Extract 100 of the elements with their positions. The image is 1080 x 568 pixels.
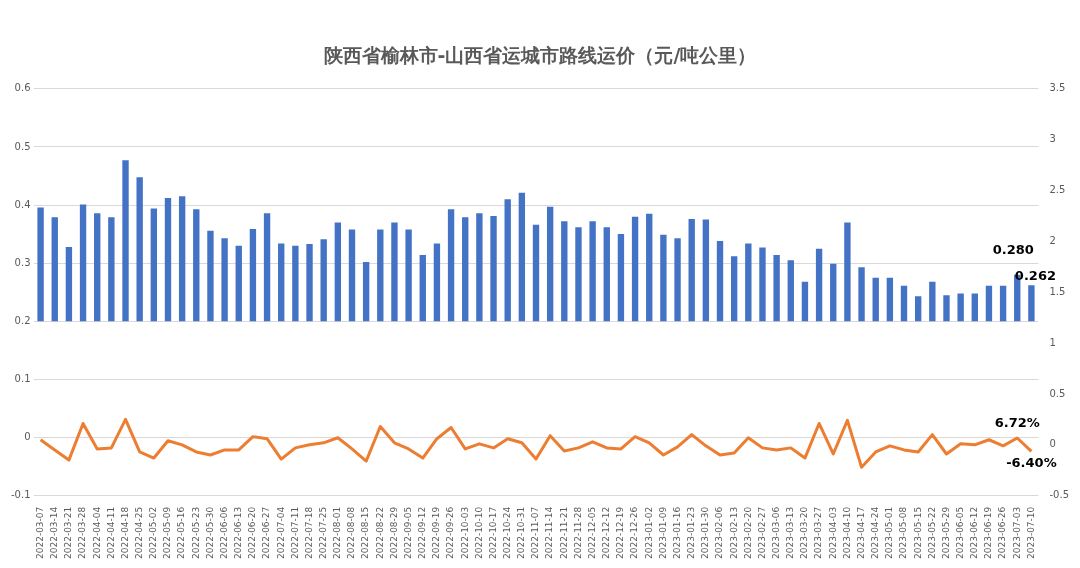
x-tick-label: 2022-12-05	[586, 506, 597, 560]
x-tick-label: 2022-05-30	[204, 506, 215, 560]
x-tick-label: 2023-04-03	[827, 506, 838, 560]
bar	[433, 243, 441, 322]
x-tick-label: 2022-06-06	[218, 506, 229, 560]
x-tick-label: 2022-08-08	[346, 506, 357, 560]
x-tick-label: 2023-01-30	[700, 506, 711, 560]
bar	[759, 247, 766, 322]
bar	[999, 285, 1007, 322]
x-tick-label: 2023-05-01	[884, 506, 895, 560]
y-tick-label: 0.5	[14, 140, 31, 152]
bar	[348, 229, 356, 322]
x-tick-label: 2023-01-16	[671, 506, 682, 560]
bar	[830, 263, 837, 322]
x-tick-label: 2022-07-25	[318, 506, 329, 560]
x-tick-label: 2023-05-22	[926, 506, 937, 560]
bar	[702, 219, 710, 322]
x-tick-label: 2022-11-21	[558, 506, 569, 560]
x-tick-label: 2022-10-24	[502, 506, 513, 560]
x-tick-label: 2022-10-31	[516, 506, 527, 560]
y2-tick-label: 3.5	[1049, 82, 1066, 94]
x-tick-label: 2022-06-13	[233, 506, 244, 560]
bar	[164, 198, 172, 322]
bar	[94, 213, 101, 322]
x-tick-label: 2023-06-26	[997, 506, 1008, 560]
bar	[716, 241, 724, 322]
bar	[561, 221, 568, 322]
x-tick-label: 2022-06-20	[247, 506, 258, 560]
bar	[815, 248, 823, 322]
data-label: 0.280	[992, 241, 1034, 257]
bar	[334, 222, 342, 322]
x-tick-label: 2022-09-12	[417, 506, 428, 560]
y-tick-label: 0	[24, 431, 31, 443]
x-tick-label: 2023-05-08	[898, 506, 909, 560]
x-tick-label: 2023-03-20	[799, 506, 810, 560]
bar	[929, 281, 936, 322]
data-label: 6.72%	[994, 414, 1040, 430]
bar	[858, 267, 865, 322]
bar	[914, 296, 922, 322]
bar	[688, 219, 695, 322]
bar	[730, 256, 738, 322]
y2-tick-label: 3	[1049, 133, 1056, 145]
bar	[320, 239, 327, 322]
bar	[900, 285, 908, 322]
y-tick-label: 0.4	[14, 198, 31, 210]
x-tick-label: 2022-06-27	[261, 506, 272, 560]
x-tick-label: 2022-04-25	[134, 506, 145, 560]
bar	[150, 208, 158, 322]
x-tick-label: 2022-09-05	[402, 506, 413, 560]
x-tick-label: 2022-05-23	[190, 506, 201, 560]
bar	[943, 295, 950, 322]
x-tick-label: 2022-07-18	[303, 506, 314, 560]
x-tick-label: 2022-12-19	[615, 506, 626, 560]
bar	[37, 207, 44, 322]
x-tick-label: 2023-07-10	[1025, 506, 1036, 560]
bar	[306, 244, 313, 322]
x-tick-label: 2022-04-11	[105, 506, 116, 560]
bar	[504, 199, 511, 322]
y-tick-label: -0.1	[11, 489, 31, 501]
y2-tick-label: 2	[1049, 234, 1056, 246]
bar	[377, 229, 384, 322]
bar	[51, 217, 58, 322]
bar	[79, 204, 87, 322]
x-tick-label: 2022-05-02	[148, 506, 159, 560]
x-tick-label: 2023-06-05	[954, 506, 965, 560]
data-label: -6.40%	[1006, 455, 1057, 471]
x-tick-label: 2022-05-09	[162, 506, 173, 560]
bar	[405, 229, 412, 322]
bar	[518, 192, 526, 322]
x-tick-label: 2022-03-07	[34, 506, 45, 560]
x-tick-label: 2022-12-12	[601, 506, 612, 560]
x-tick-label: 2022-08-01	[332, 506, 343, 560]
x-tick-label: 2022-11-14	[544, 506, 555, 560]
data-label: 0.262	[1014, 268, 1056, 284]
x-tick-label: 2022-07-04	[275, 506, 286, 560]
bar	[801, 281, 809, 322]
x-tick-label: 2022-11-28	[572, 506, 583, 560]
x-tick-label: 2023-05-29	[940, 506, 951, 560]
bar	[773, 255, 780, 322]
x-tick-label: 2022-03-28	[77, 506, 88, 560]
x-tick-label: 2022-09-26	[445, 506, 456, 560]
bar	[235, 245, 242, 322]
x-tick-label: 2022-08-22	[374, 506, 385, 560]
x-tick-label: 2023-02-06	[714, 506, 725, 560]
bar	[575, 227, 582, 322]
y-tick-label: 0.1	[14, 373, 31, 385]
x-tick-label: 2022-12-26	[629, 506, 640, 560]
bar	[136, 177, 143, 322]
bar	[178, 196, 186, 322]
bar	[745, 243, 752, 322]
y2-tick-label: 1.5	[1049, 285, 1066, 297]
x-tick-label: 2022-10-17	[487, 506, 498, 560]
bar	[419, 255, 426, 322]
bar	[490, 216, 497, 322]
x-tick-label: 2022-09-19	[431, 506, 442, 560]
bar	[391, 222, 398, 322]
bar	[617, 234, 625, 322]
x-tick-label: 2023-03-27	[813, 506, 824, 560]
x-tick-label: 2022-10-10	[473, 506, 484, 560]
x-tick-label: 2023-05-15	[912, 506, 923, 560]
